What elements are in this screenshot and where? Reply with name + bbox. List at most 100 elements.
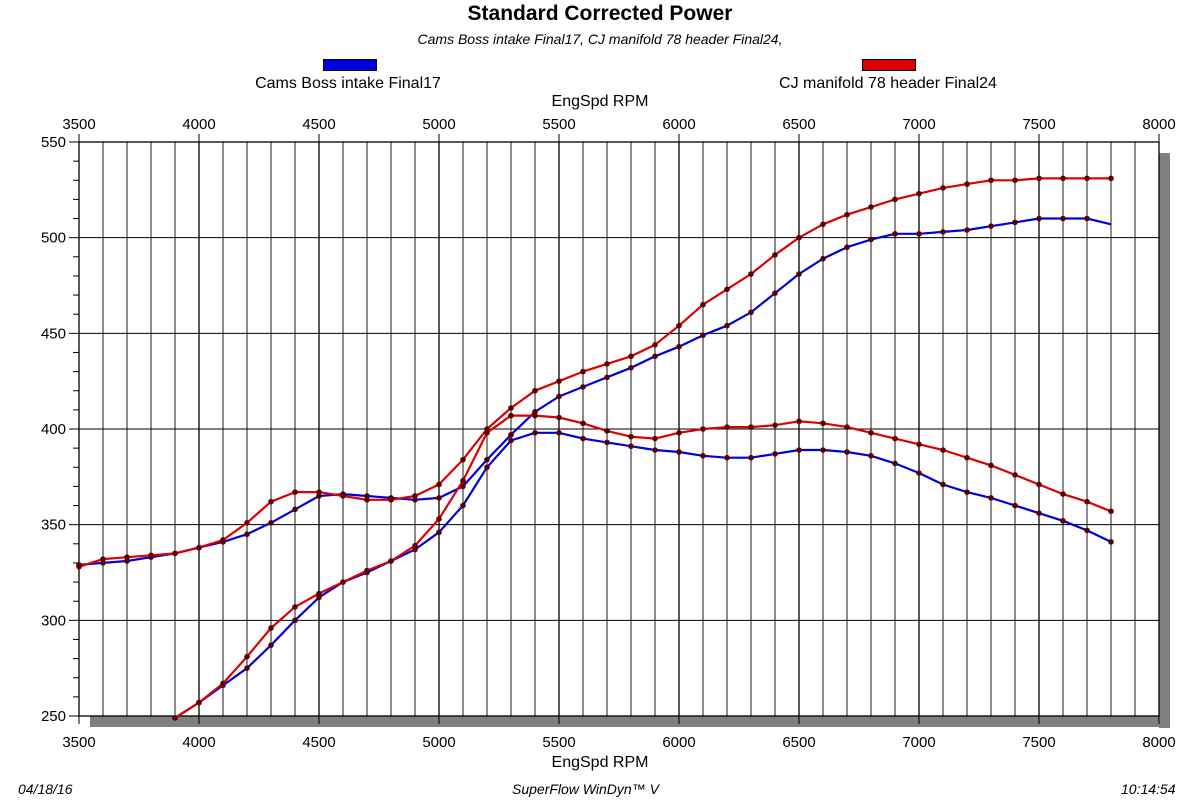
x-tick-label-bottom: 7000 xyxy=(902,734,935,751)
data-point xyxy=(244,531,250,538)
data-point xyxy=(796,418,802,425)
data-point xyxy=(844,424,850,430)
data-point xyxy=(1012,177,1018,184)
data-point xyxy=(580,420,586,427)
data-point xyxy=(172,550,178,557)
x-tick-label-bottom: 7500 xyxy=(1022,734,1055,751)
data-point xyxy=(460,502,466,509)
data-point xyxy=(652,353,658,360)
data-point xyxy=(724,286,730,293)
data-point xyxy=(748,424,754,430)
data-point xyxy=(292,489,298,495)
data-point xyxy=(748,309,754,316)
x-tick-label-top: 3500 xyxy=(62,116,95,133)
data-point xyxy=(700,301,706,308)
x-tick-label-top: 4500 xyxy=(302,116,335,133)
data-point xyxy=(268,642,274,649)
data-point xyxy=(268,625,274,631)
data-point xyxy=(580,384,586,390)
data-point xyxy=(220,537,226,543)
data-point xyxy=(964,489,970,495)
data-point xyxy=(676,343,682,350)
data-point xyxy=(316,590,322,597)
data-point xyxy=(604,428,610,434)
data-point xyxy=(100,556,106,562)
data-point xyxy=(652,435,658,442)
data-point xyxy=(388,496,394,503)
data-point xyxy=(292,617,298,624)
data-point xyxy=(532,430,538,436)
data-point xyxy=(1036,175,1042,182)
data-point xyxy=(700,426,706,432)
data-point xyxy=(124,558,130,564)
x-tick-label-bottom: 5500 xyxy=(542,734,575,751)
data-point xyxy=(676,449,682,455)
data-point xyxy=(940,447,946,453)
x-tick-label-top: 7000 xyxy=(902,116,935,133)
chart-subtitle: Cams Boss intake Final17, CJ manifold 78… xyxy=(417,31,783,47)
data-point xyxy=(964,227,970,233)
data-point xyxy=(556,393,562,400)
data-point xyxy=(940,229,946,235)
data-point xyxy=(244,653,250,660)
x-tick-label-bottom: 3500 xyxy=(62,734,95,751)
data-point xyxy=(1084,215,1090,222)
footer-date: 04/18/16 xyxy=(18,781,73,797)
data-point xyxy=(748,271,754,277)
data-point xyxy=(916,441,922,448)
data-point xyxy=(244,665,250,671)
x-tick-label-top: 6500 xyxy=(782,116,815,133)
data-point xyxy=(1084,498,1090,505)
data-point xyxy=(316,594,322,601)
data-point xyxy=(412,542,418,549)
data-point xyxy=(916,470,922,476)
data-point xyxy=(556,430,562,436)
data-point xyxy=(772,451,778,457)
data-point xyxy=(724,424,730,430)
data-point xyxy=(436,481,442,488)
series-line-4 xyxy=(174,414,1112,719)
y-tick-label: 450 xyxy=(41,325,66,342)
data-point xyxy=(196,544,202,551)
data-point xyxy=(628,443,634,450)
x-tick-label-bottom: 8000 xyxy=(1142,734,1175,751)
data-point xyxy=(820,447,826,453)
data-point xyxy=(628,353,634,360)
data-point xyxy=(868,430,874,436)
data-point xyxy=(1108,175,1114,182)
data-point xyxy=(508,431,514,438)
data-point xyxy=(1012,502,1018,509)
data-point xyxy=(892,196,898,203)
data-point xyxy=(652,342,658,348)
data-point xyxy=(1012,472,1018,478)
data-point xyxy=(532,412,538,419)
series-line-2 xyxy=(78,177,1111,568)
data-point xyxy=(412,496,418,503)
data-point xyxy=(748,454,754,461)
data-point xyxy=(916,190,922,197)
footer-software: SuperFlow WinDyn™ V xyxy=(512,781,659,797)
plot-shadow-right xyxy=(1159,153,1170,728)
data-point xyxy=(316,489,322,495)
data-point xyxy=(316,493,322,499)
data-point xyxy=(1060,175,1066,182)
x-tick-label-bottom: 6000 xyxy=(662,734,695,751)
data-point xyxy=(508,412,514,419)
data-point xyxy=(484,456,490,463)
data-point xyxy=(628,433,634,440)
data-point xyxy=(436,516,442,522)
data-point xyxy=(364,567,370,574)
footer-time: 10:14:54 xyxy=(1121,781,1176,797)
data-point xyxy=(892,435,898,442)
data-point xyxy=(292,604,298,610)
data-point xyxy=(100,560,106,566)
data-point xyxy=(268,498,274,505)
data-point xyxy=(148,552,154,559)
data-point xyxy=(988,177,994,184)
x-tick-label-top: 8000 xyxy=(1142,116,1175,133)
legend-swatch-series-1 xyxy=(323,59,377,71)
data-point xyxy=(844,449,850,455)
data-point xyxy=(1084,527,1090,534)
data-point xyxy=(820,420,826,427)
